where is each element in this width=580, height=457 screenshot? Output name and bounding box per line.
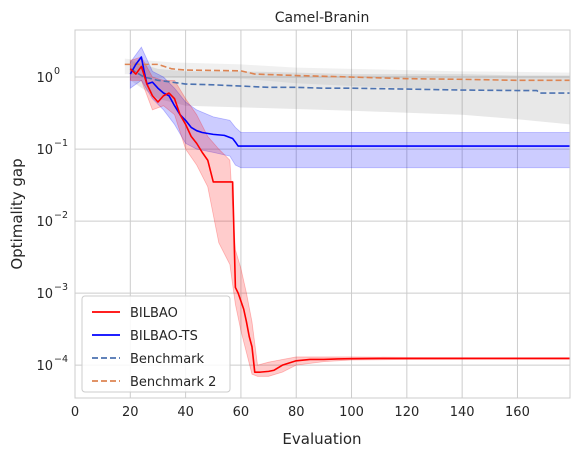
line-bilbao: [129, 65, 570, 373]
line-benchmark-2: [124, 63, 570, 82]
line-benchmark: [129, 68, 570, 94]
x-axis-label: Evaluation: [282, 430, 361, 448]
legend-label: Benchmark: [130, 352, 205, 367]
band-benchmark-2: [124, 58, 570, 91]
band-benchmark: [130, 60, 570, 125]
x-axis-ticks: 0 20 40 60 80 100 120 140 160: [71, 405, 530, 420]
confidence-bands: [124, 46, 570, 377]
y-tick-label: 10: [36, 71, 53, 86]
x-tick-label: 40: [177, 405, 194, 420]
x-tick-label: 140: [450, 405, 475, 420]
y-tick-exponent: −3: [54, 282, 68, 293]
y-tick-label: 10: [36, 143, 53, 158]
y-tick-exponent: −2: [54, 210, 68, 221]
x-tick-label: 0: [71, 405, 79, 420]
legend-box: [81, 295, 231, 393]
y-tick-label: 10: [36, 287, 53, 302]
y-tick-label: 10: [36, 215, 53, 230]
x-tick-label: 20: [122, 405, 139, 420]
x-tick-label: 100: [339, 405, 364, 420]
legend-label: BILBAO-TS: [130, 329, 198, 344]
legend-label: Benchmark 2: [130, 375, 216, 390]
y-axis-label: Optimality gap: [8, 158, 26, 269]
x-tick-label: 80: [288, 405, 305, 420]
band-bilbao-ts: [129, 46, 570, 169]
chart-title: Camel-Branin: [275, 10, 370, 26]
y-tick-exponent: −4: [54, 354, 68, 365]
y-tick-label: 10: [36, 359, 53, 374]
line-bilbao-ts: [129, 56, 570, 147]
y-tick-exponent: 0: [54, 66, 60, 77]
plot-frame: [74, 29, 571, 399]
x-tick-label: 60: [233, 405, 250, 420]
grid-lines: [74, 30, 570, 398]
legend: BILBAO BILBAO-TS Benchmark Benchmark 2: [81, 295, 231, 393]
x-tick-label: 120: [394, 405, 419, 420]
y-tick-exponent: −1: [54, 138, 68, 149]
legend-label: BILBAO: [130, 306, 178, 321]
x-tick-label: 160: [505, 405, 530, 420]
series-lines: [124, 56, 570, 373]
band-bilbao: [129, 56, 570, 377]
